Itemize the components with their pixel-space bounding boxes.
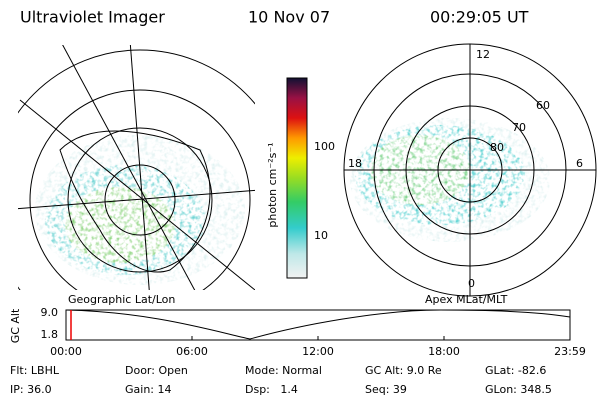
- mlat-label: 70: [512, 121, 526, 134]
- mlt-label: 0: [468, 277, 475, 290]
- info-field: Gain: 14: [125, 383, 172, 396]
- info-field: GLon: 348.5: [485, 383, 552, 396]
- mlt-label: 18: [348, 157, 362, 170]
- info-field: GC Alt: 9.0 Re: [365, 364, 442, 377]
- time: 00:29:05 UT: [430, 8, 529, 27]
- date: 10 Nov 07: [248, 8, 330, 27]
- right-caption: Apex MLat/MLT: [425, 293, 508, 306]
- colorbar-tick: 10: [314, 229, 328, 242]
- colorbar-label: photon cm⁻²s⁻¹: [266, 142, 279, 227]
- x-tick-label: 06:00: [176, 345, 208, 358]
- y-tick-label: 9.0: [41, 306, 59, 319]
- info-field: Mode: Normal: [245, 364, 322, 377]
- x-tick-label: 12:00: [302, 345, 334, 358]
- altitude-label: GC Alt: [9, 308, 22, 343]
- info-field: GLat: -82.6: [485, 364, 546, 377]
- altitude-frame: [65, 309, 571, 341]
- x-tick-label: 18:00: [428, 345, 460, 358]
- colorbar-tick: 100: [314, 140, 335, 153]
- colorbar: [286, 77, 308, 279]
- info-field: Seq: 39: [365, 383, 407, 396]
- left-map: [18, 45, 255, 290]
- altitude-curve: [65, 309, 571, 340]
- mlt-label: 12: [476, 48, 490, 61]
- info-field: Flt: LBHL: [10, 364, 60, 377]
- title: Ultraviolet Imager: [20, 8, 165, 27]
- left-caption: Geographic Lat/Lon: [68, 293, 175, 306]
- mlat-label: 60: [536, 99, 550, 112]
- info-field: IP: 36.0: [10, 383, 52, 396]
- x-tick-label: 23:59: [554, 345, 586, 358]
- info-field: Door: Open: [125, 364, 188, 377]
- info-field: Dsp: 1.4: [245, 383, 298, 396]
- mlat-label: 80: [490, 141, 504, 154]
- mlt-label: 6: [576, 157, 583, 170]
- y-tick-label: 1.8: [41, 328, 59, 341]
- x-tick-label: 00:00: [50, 345, 82, 358]
